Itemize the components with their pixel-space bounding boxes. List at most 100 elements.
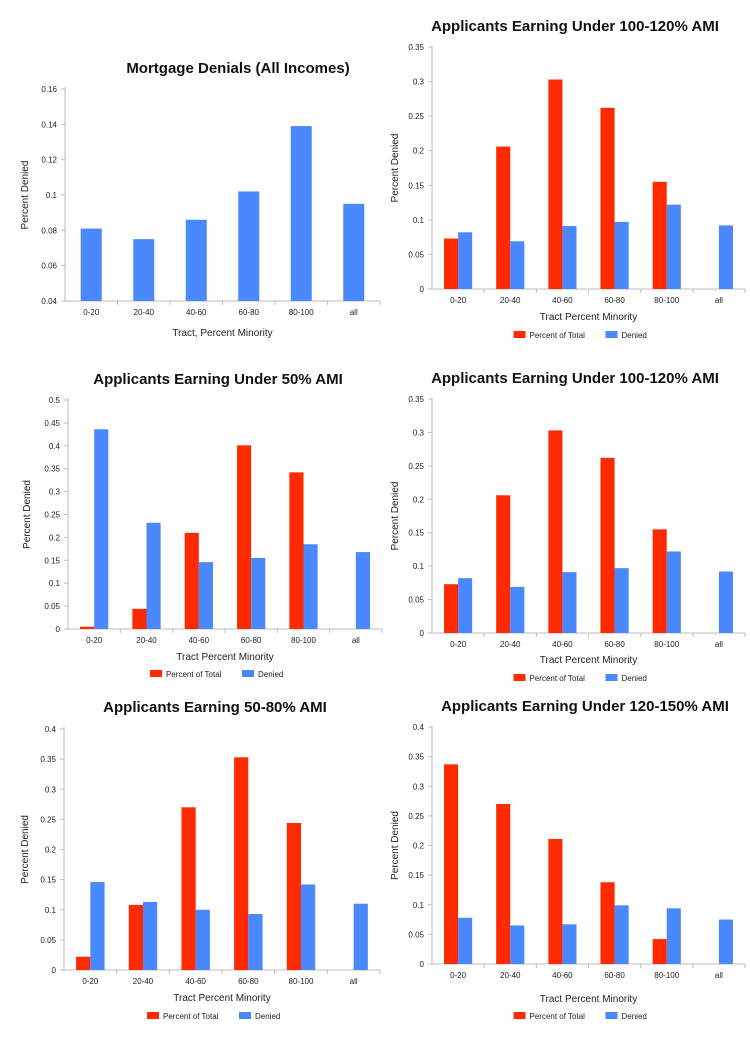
y-tick-label: 0.05 [44, 602, 60, 611]
bar-percent-of-total [286, 822, 301, 970]
bar-percent-of-total [496, 146, 511, 289]
bar [133, 239, 155, 301]
legend-label: Denied [622, 674, 647, 683]
bar [185, 219, 207, 301]
x-tick-label: all [715, 971, 723, 980]
y-tick-label: 0.15 [40, 876, 56, 885]
x-tick-label: 20-40 [500, 296, 521, 305]
y-tick-label: 0.06 [41, 262, 57, 271]
legend-swatch [150, 670, 162, 677]
y-tick-label: 0.3 [413, 78, 425, 87]
bar-percent-of-total [443, 764, 459, 964]
bar-percent-of-total [652, 529, 667, 633]
legend-label: Denied [258, 670, 283, 679]
y-tick-label: 0.3 [49, 488, 61, 497]
y-tick-label: 0.3 [45, 785, 57, 794]
chart-title: Applicants Earning Under 100-120% AMI [431, 370, 719, 387]
y-tick-label: 0.15 [408, 529, 424, 538]
bar-denied [195, 909, 210, 970]
y-axis-label: Percent Denied [390, 811, 401, 880]
bar-percent-of-total [132, 608, 147, 629]
x-axis-label: Tract Percent Minority [540, 655, 637, 666]
x-tick-label: 0-20 [450, 640, 467, 649]
y-tick-label: 0.4 [413, 723, 425, 732]
bar-percent-of-total [548, 430, 563, 633]
x-tick-label: all [350, 977, 358, 986]
chart-panel: Applicants Earning Under 100-120% AMI 0 0.… [390, 18, 746, 340]
y-tick-label: 0.25 [408, 112, 424, 121]
x-tick-label: all [352, 636, 360, 645]
legend-label: Denied [255, 1012, 280, 1021]
y-tick-label: 0.35 [408, 753, 424, 762]
y-axis-label: Percent Denied [20, 815, 31, 884]
bar-percent-of-total [80, 626, 95, 629]
x-tick-label: 40-60 [186, 308, 207, 317]
bar-denied [510, 586, 525, 633]
x-axis-label: Tract Percent Minority [173, 993, 270, 1004]
x-tick-label: 60-80 [604, 971, 625, 980]
y-tick-label: 0.1 [413, 901, 425, 910]
bar [238, 191, 260, 301]
x-tick-label: 80-100 [289, 308, 314, 317]
bar-denied [90, 882, 105, 970]
y-axis-label: Percent Denied [20, 161, 31, 230]
bar-percent-of-total [181, 807, 196, 970]
legend-swatch [513, 674, 526, 681]
x-tick-label: 80-100 [654, 296, 679, 305]
bar-denied [718, 919, 734, 964]
y-tick-label: 0.05 [408, 596, 424, 605]
y-tick-label: 0.15 [44, 556, 60, 565]
chart-title: Applicants Earning Under 120-150% AMI [441, 698, 729, 715]
y-tick-label: 0.5 [49, 396, 61, 405]
bar-denied [94, 429, 109, 629]
x-tick-label: all [715, 640, 723, 649]
bar-denied [562, 572, 577, 633]
bar-denied [143, 901, 158, 970]
y-tick-label: 0.25 [408, 462, 424, 471]
x-tick-label: 40-60 [552, 640, 573, 649]
x-tick-label: 40-60 [552, 971, 573, 980]
legend-label: Percent of Total [530, 1012, 586, 1021]
chart-title: Applicants Earning Under 50% AMI [93, 371, 343, 388]
y-tick-label: 0.35 [40, 755, 56, 764]
x-tick-label: 60-80 [238, 977, 259, 986]
y-tick-label: 0 [420, 629, 425, 638]
bar-denied [303, 544, 318, 629]
bar-percent-of-total [600, 457, 615, 633]
legend-label: Percent of Total [163, 1012, 219, 1021]
x-tick-label: all [350, 308, 358, 317]
x-tick-label: 60-80 [604, 296, 625, 305]
y-tick-label: 0.25 [40, 815, 56, 824]
x-axis-label: Tract, Percent Minority [172, 328, 272, 339]
legend-label: Percent of Total [530, 331, 586, 340]
y-tick-label: 0.2 [413, 147, 425, 156]
bar-denied [718, 571, 734, 633]
y-tick-label: 0.08 [41, 226, 57, 235]
y-tick-label: 0.05 [40, 936, 56, 945]
legend-label: Percent of Total [166, 670, 222, 679]
legend-swatch [605, 331, 618, 338]
x-tick-label: 80-100 [654, 971, 679, 980]
x-tick-label: all [715, 296, 723, 305]
y-tick-label: 0.4 [49, 442, 61, 451]
bar-denied [198, 562, 213, 629]
bar-denied [248, 913, 263, 970]
chart-title: Mortgage Denials (All Incomes) [126, 60, 349, 77]
y-tick-label: 0.12 [41, 156, 57, 165]
y-tick-label: 0.2 [45, 846, 57, 855]
bar-denied [510, 925, 525, 964]
bar-denied [666, 204, 681, 289]
bar-denied [251, 558, 266, 629]
y-tick-label: 0.04 [41, 297, 57, 306]
chart-panel: Mortgage Denials (All Incomes) 0.04 0.06 0.… [20, 60, 381, 339]
legend-swatch [605, 674, 618, 681]
x-tick-label: 40-60 [552, 296, 573, 305]
bar-percent-of-total [128, 904, 143, 970]
bar-percent-of-total [496, 804, 511, 964]
bar-denied [301, 884, 316, 970]
y-tick-label: 0.35 [408, 395, 424, 404]
legend-swatch [513, 1012, 526, 1019]
legend-swatch [239, 1012, 251, 1019]
y-tick-label: 0.15 [408, 871, 424, 880]
